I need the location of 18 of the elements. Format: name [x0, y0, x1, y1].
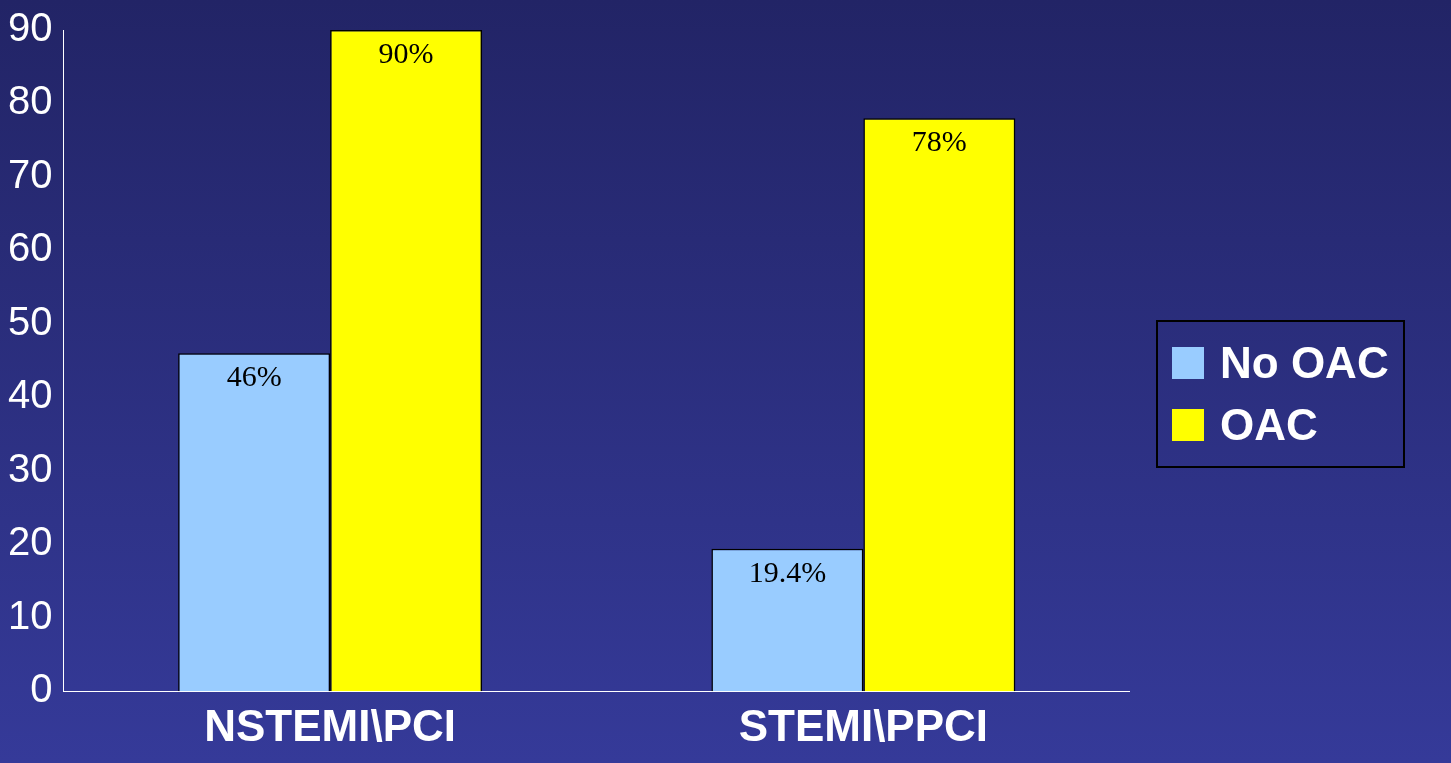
y-tick-label: 0 [30, 666, 53, 711]
legend-label: No OAC [1220, 337, 1389, 389]
y-tick-label: 20 [7, 519, 53, 564]
y-tick-label: 30 [7, 445, 53, 490]
y-tick-label: 90 [7, 5, 53, 50]
y-tick-label: 40 [7, 372, 53, 417]
data-label: 78% [911, 124, 967, 158]
x-tick-label: STEMI\PPCI [738, 700, 989, 750]
y-tick-label: 50 [7, 298, 53, 343]
y-tick-label: 10 [7, 592, 53, 637]
data-label: 19.4% [748, 554, 827, 588]
data-label: 46% [226, 359, 282, 393]
data-label: 90% [378, 35, 434, 69]
y-tick-label: 80 [7, 78, 53, 123]
legend-label: OAC [1220, 399, 1318, 451]
y-tick-label: 60 [7, 225, 53, 270]
x-tick-label: NSTEMI\PCI [204, 700, 457, 750]
y-tick-label: 70 [7, 151, 53, 196]
